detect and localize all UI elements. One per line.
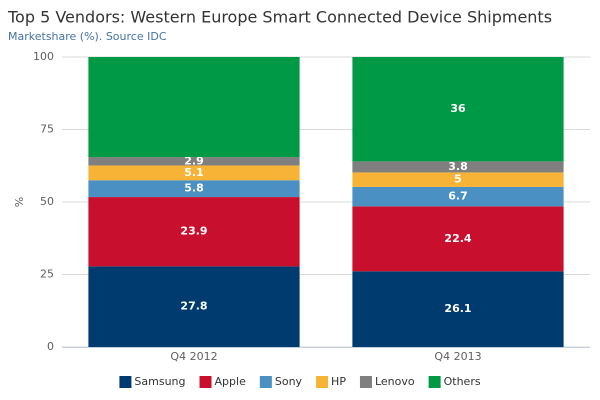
legend-label[interactable]: Lenovo [375,375,415,388]
chart-subtitle: Marketshare (%). Source IDC [8,30,167,43]
data-label: 5.8 [184,182,204,195]
bar-segment [352,271,564,347]
bar-segment [352,172,564,187]
data-label: 26.1 [444,302,471,315]
data-label: 23.9 [180,225,207,238]
data-label: 5 [454,173,462,186]
data-label: 2.9 [184,154,204,167]
data-label: 22.4 [444,232,471,245]
data-label: 27.8 [180,300,207,313]
legend-swatch[interactable] [359,376,372,388]
legend-swatch[interactable] [428,376,441,388]
y-tick-label: 25 [40,268,54,281]
y-tick-label: 75 [40,123,54,136]
legend-swatch[interactable] [199,376,212,388]
legend-label[interactable]: Apple [215,375,247,388]
bar-segment [88,266,300,347]
legend-label[interactable]: Others [444,375,481,388]
data-label: 6.7 [448,190,468,203]
bar-segment [352,57,564,162]
legend-swatch[interactable] [259,376,272,388]
legend-swatch[interactable] [316,376,329,388]
y-axis-label: % [13,197,26,207]
bar-segment [88,165,300,181]
legend-label[interactable]: Samsung [134,375,185,388]
x-tick-label: Q4 2012 [170,350,217,363]
data-label: 36 [450,102,466,115]
bar-segment [352,186,564,207]
legend-swatch[interactable] [119,376,132,388]
data-label: 3.8 [448,160,468,173]
legend-label[interactable]: HP [331,375,346,388]
y-tick-label: 50 [40,195,54,208]
data-label: 5.1 [184,166,204,179]
bar-segment [88,157,300,166]
y-tick-label: 100 [33,50,54,63]
bar-segment [352,161,564,173]
bar-segment [352,206,564,272]
legend: Samsung Apple Sony HP Lenovo Others [119,375,481,388]
bar-segment [88,197,300,267]
bar-segment [88,180,300,198]
y-tick-label: 0 [47,340,54,353]
chart-title: Top 5 Vendors: Western Europe Smart Conn… [7,8,552,27]
bar-segment [88,57,300,158]
x-tick-label: Q4 2013 [434,350,481,363]
legend-label[interactable]: Sony [275,375,303,388]
